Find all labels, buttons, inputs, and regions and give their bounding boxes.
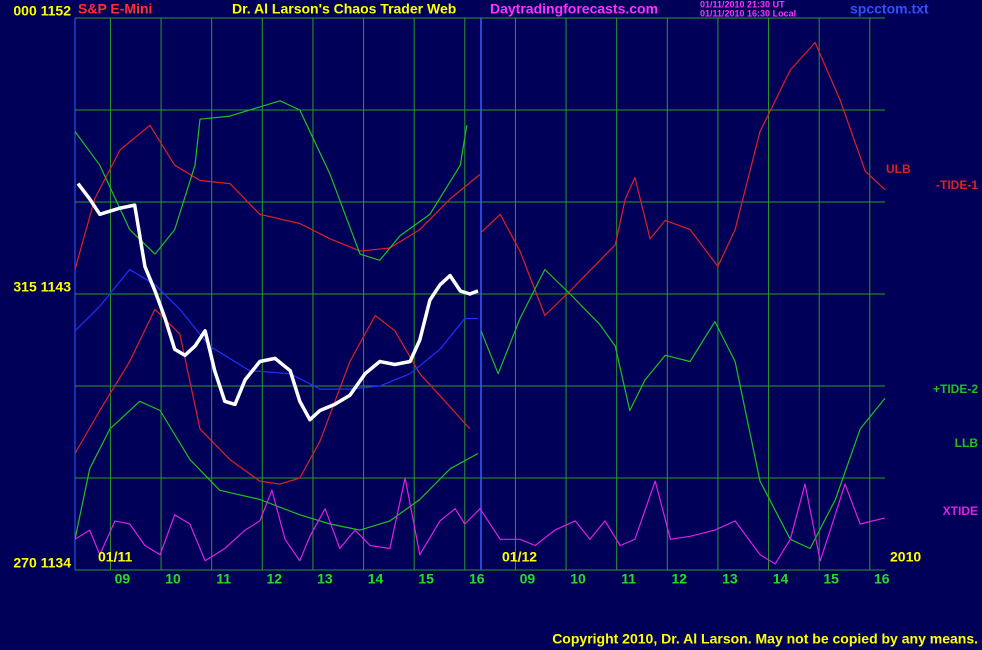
series-label: -TIDE-1 <box>936 178 978 192</box>
y-tick-label: 270 1134 <box>13 555 71 571</box>
series-line <box>74 400 479 540</box>
series-line <box>74 308 471 485</box>
series-label: +TIDE-2 <box>933 382 978 396</box>
x-tick-label: 14 <box>773 571 789 587</box>
lines <box>74 41 886 565</box>
series-line <box>74 100 468 261</box>
x-tick-label: 12 <box>672 571 688 587</box>
series-line <box>480 41 886 317</box>
x-tick-label: 11 <box>216 571 231 587</box>
series-label: LLB <box>955 436 979 450</box>
series-line <box>76 182 479 422</box>
x-tick-label: 13 <box>722 571 738 587</box>
x-tick-label: 14 <box>368 571 384 587</box>
chart-title: Dr. Al Larson's Chaos Trader Web <box>232 1 456 17</box>
site: Daytradingforecasts.com <box>490 1 658 17</box>
x-tick-label: 09 <box>520 571 536 587</box>
copyright: Copyright 2010, Dr. Al Larson. May not b… <box>552 631 978 647</box>
x-tick-label: 10 <box>165 571 181 587</box>
x-tick-label: 10 <box>570 571 586 587</box>
series-line <box>74 477 886 565</box>
x-tick-label: 12 <box>267 571 283 587</box>
y-tick-label: 315 1143 <box>13 279 71 295</box>
x-tick-label: 09 <box>115 571 131 587</box>
x-tick-label: 15 <box>823 571 839 587</box>
x-tick-label: 16 <box>469 571 485 587</box>
series-label: ULB <box>886 162 911 176</box>
series-line <box>480 268 886 550</box>
instrument: S&P E-Mini <box>78 1 152 17</box>
y-tick-label: 000 1152 <box>13 3 71 19</box>
timestamp: 01/11/2010 21:30 UT <box>700 0 785 9</box>
file-name: spcctom.txt <box>850 1 929 17</box>
x-tick-label: 13 <box>317 571 333 587</box>
x-tick-label: 16 <box>874 571 890 587</box>
x-tick-label: 15 <box>418 571 434 587</box>
series-line <box>74 124 481 270</box>
date-label: 2010 <box>890 549 921 565</box>
date-label: 01/12 <box>502 549 537 565</box>
series-label: XTIDE <box>943 504 978 518</box>
x-tick-label: 11 <box>621 571 636 587</box>
timestamp: 01/11/2010 16:30 Local <box>700 8 796 18</box>
date-label: 01/11 <box>98 549 132 565</box>
